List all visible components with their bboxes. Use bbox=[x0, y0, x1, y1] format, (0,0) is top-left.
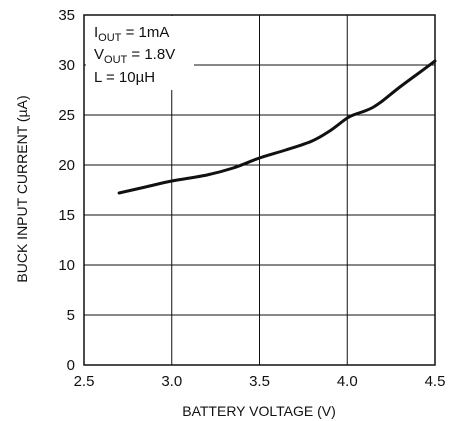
x-axis-label: BATTERY VOLTAGE (V) bbox=[182, 403, 336, 419]
x-tick-label: 3.0 bbox=[161, 373, 182, 390]
y-tick-label: 0 bbox=[67, 357, 75, 374]
x-tick-label: 2.5 bbox=[74, 373, 95, 390]
y-tick-labels: 0 5 10 15 20 25 30 35 bbox=[58, 7, 75, 374]
y-tick-label: 15 bbox=[58, 207, 75, 224]
y-tick-label: 5 bbox=[67, 307, 75, 324]
x-tick-labels: 2.5 3.0 3.5 4.0 4.5 bbox=[74, 373, 446, 390]
annotation-inductor: L = 10µH bbox=[94, 69, 155, 86]
y-tick-label: 10 bbox=[58, 257, 75, 274]
y-tick-label: 30 bbox=[58, 57, 75, 74]
y-axis-label: BUCK INPUT CURRENT (µA) bbox=[14, 95, 30, 282]
x-tick-label: 4.5 bbox=[425, 373, 446, 390]
y-tick-label: 20 bbox=[58, 157, 75, 174]
x-tick-label: 3.5 bbox=[249, 373, 270, 390]
x-tick-label: 4.0 bbox=[337, 373, 358, 390]
y-tick-label: 35 bbox=[58, 7, 75, 24]
y-tick-label: 25 bbox=[58, 107, 75, 124]
